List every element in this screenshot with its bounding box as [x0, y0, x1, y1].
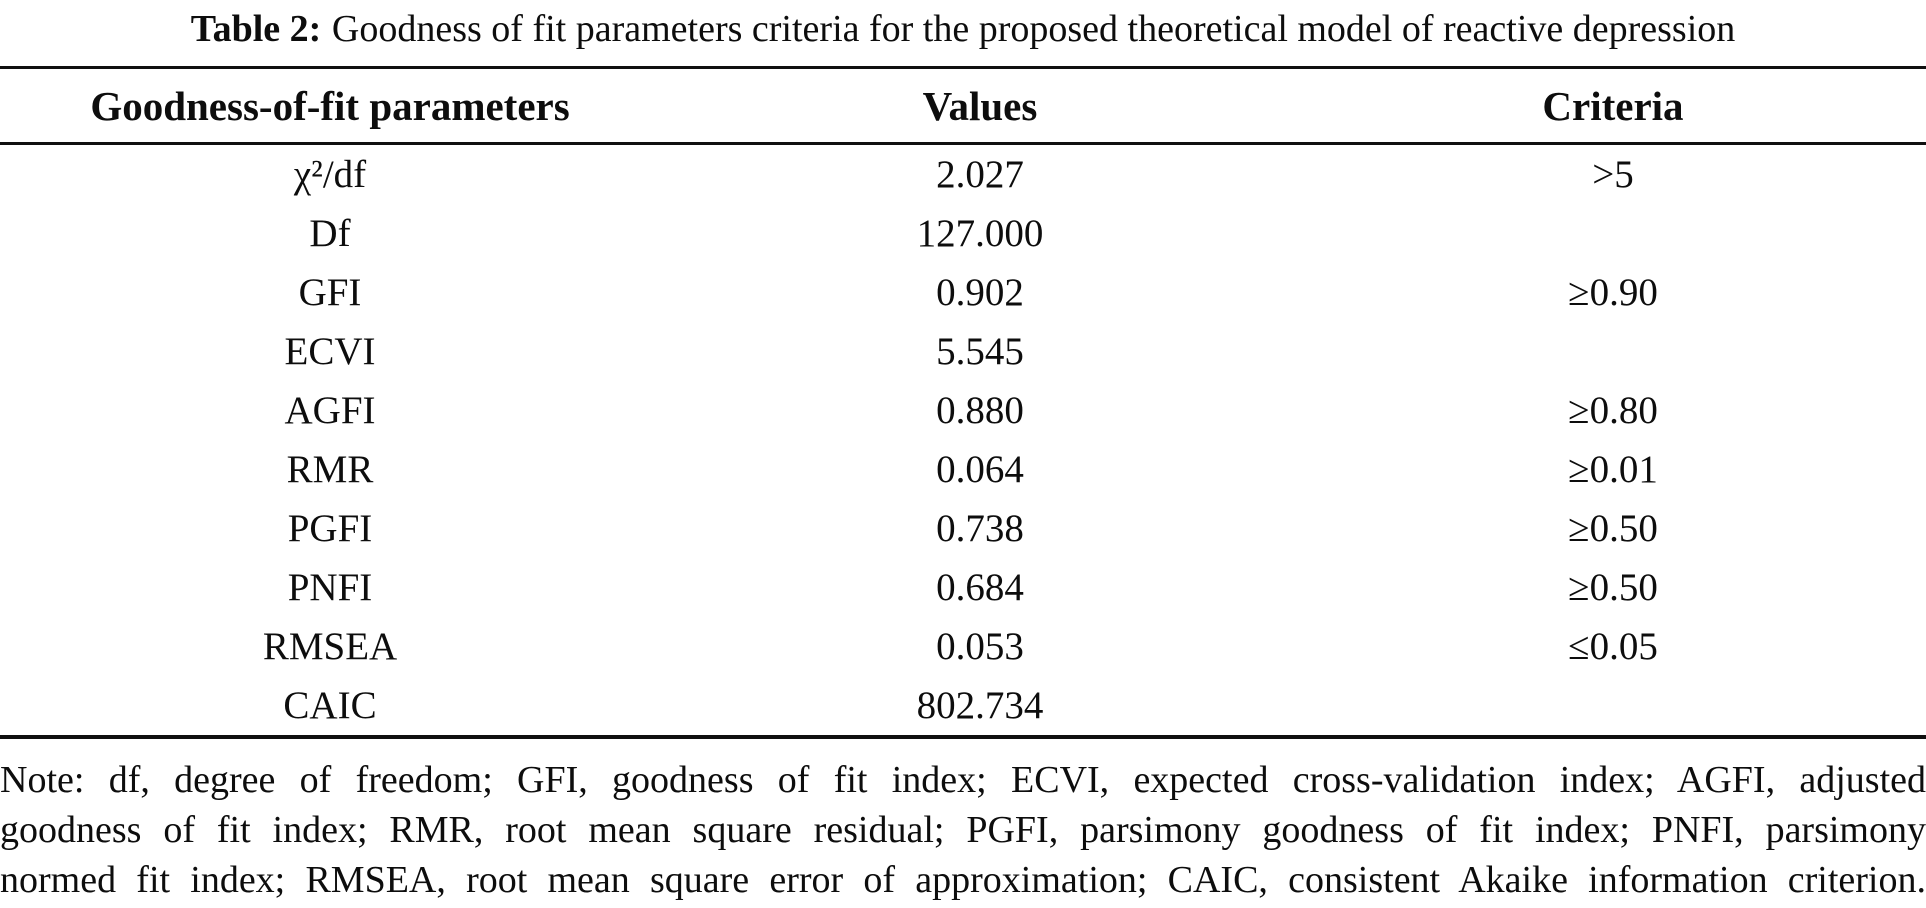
cell-param: AGFI	[284, 389, 376, 432]
column-header-criteria: Criteria	[1542, 82, 1684, 129]
table-row: GFI 0.902 ≥0.90	[0, 263, 1926, 322]
cell-param: RMR	[286, 448, 374, 491]
cell-value: 802.734	[916, 684, 1044, 727]
cell-value: 0.880	[936, 389, 1024, 432]
cell-param: PNFI	[287, 566, 373, 609]
cell-criteria: >5	[1592, 153, 1634, 196]
cell-value: 0.738	[936, 507, 1024, 550]
cell-param: ECVI	[284, 330, 376, 373]
cell-criteria: ≥0.01	[1568, 448, 1658, 491]
cell-param: PGFI	[287, 507, 373, 550]
table-caption: Table 2: Goodness of fit parameters crit…	[0, 0, 1926, 58]
table-row: AGFI 0.880 ≥0.80	[0, 381, 1926, 440]
table-bottom-rule	[0, 735, 1926, 739]
footnote-line: Note: df, degree of freedom; GFI, goodne…	[0, 759, 1926, 801]
table-caption-text: Goodness of fit parameters criteria for …	[331, 8, 1736, 50]
table-footnote: Note: df, degree of freedom; GFI, goodne…	[0, 755, 1926, 905]
table-row: CAIC 802.734	[0, 676, 1926, 735]
table-caption-label: Table 2:	[190, 8, 322, 50]
table-row: ECVI 5.545	[0, 322, 1926, 381]
column-header-values: Values	[922, 82, 1038, 129]
footnote-line: goodness of fit index; RMR, root mean sq…	[0, 809, 1926, 851]
cell-value: 2.027	[936, 153, 1024, 196]
cell-criteria: ≥0.90	[1568, 271, 1658, 314]
cell-value: 127.000	[916, 212, 1044, 255]
cell-param: RMSEA	[262, 625, 398, 668]
cell-criteria: ≥0.80	[1568, 389, 1658, 432]
table-body: χ²/df 2.027 >5 Df 127.000 GFI 0.902 ≥0.9…	[0, 145, 1926, 735]
cell-value: 0.902	[936, 271, 1024, 314]
column-header-parameters: Goodness-of-fit parameters	[90, 82, 570, 129]
cell-param: CAIC	[283, 684, 377, 727]
table-row: χ²/df 2.027 >5	[0, 145, 1926, 204]
cell-criteria: ≥0.50	[1568, 507, 1658, 550]
table-row: PNFI 0.684 ≥0.50	[0, 558, 1926, 617]
table-top-rule	[0, 66, 1926, 69]
cell-param: χ²/df	[293, 153, 367, 196]
table-header-row: Goodness-of-fit parameters Values Criter…	[0, 69, 1926, 142]
table-row: PGFI 0.738 ≥0.50	[0, 499, 1926, 558]
cell-param: GFI	[298, 271, 362, 314]
cell-value: 0.053	[936, 625, 1024, 668]
table-row: RMR 0.064 ≥0.01	[0, 440, 1926, 499]
table-row: RMSEA 0.053 ≤0.05	[0, 617, 1926, 676]
header-divider-rule	[0, 142, 1926, 145]
cell-value: 0.064	[936, 448, 1024, 491]
cell-value: 5.545	[936, 330, 1024, 373]
table-row: Df 127.000	[0, 204, 1926, 263]
cell-criteria: ≤0.05	[1568, 625, 1658, 668]
cell-criteria: ≥0.50	[1568, 566, 1658, 609]
footnote-line: normed fit index; RMSEA, root mean squar…	[0, 859, 1926, 901]
cell-value: 0.684	[936, 566, 1024, 609]
cell-param: Df	[309, 212, 351, 255]
